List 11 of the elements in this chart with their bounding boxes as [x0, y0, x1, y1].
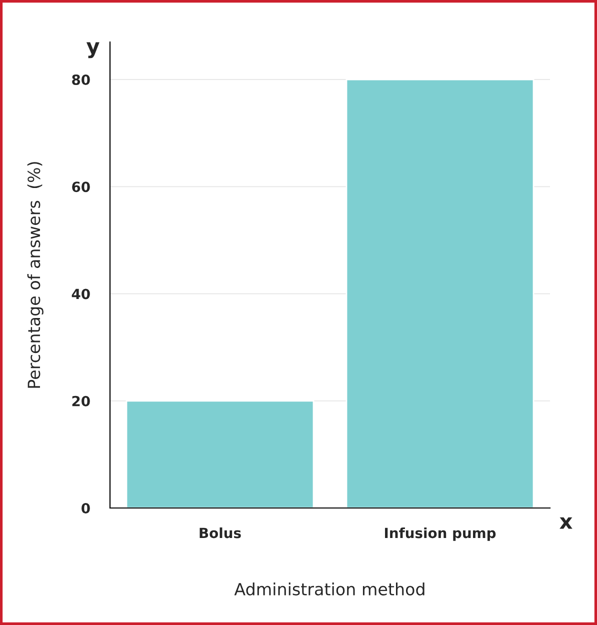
y-tick-label: 40 [72, 288, 90, 300]
x-axis-title: Administration method [234, 582, 424, 596]
text: x [560, 517, 572, 529]
y-tick-label: 0 [82, 502, 90, 514]
x-tick-label: Bolus [200, 527, 241, 538]
text: y [86, 42, 100, 58]
y-tick-label: 60 [72, 182, 90, 192]
y-axis-title: Percentage of answers (%) [27, 162, 44, 388]
x-tick-label: Infusion pump [385, 527, 496, 541]
y-tick-label: 80 [72, 74, 90, 85]
y-tick-label: 20 [72, 396, 90, 406]
